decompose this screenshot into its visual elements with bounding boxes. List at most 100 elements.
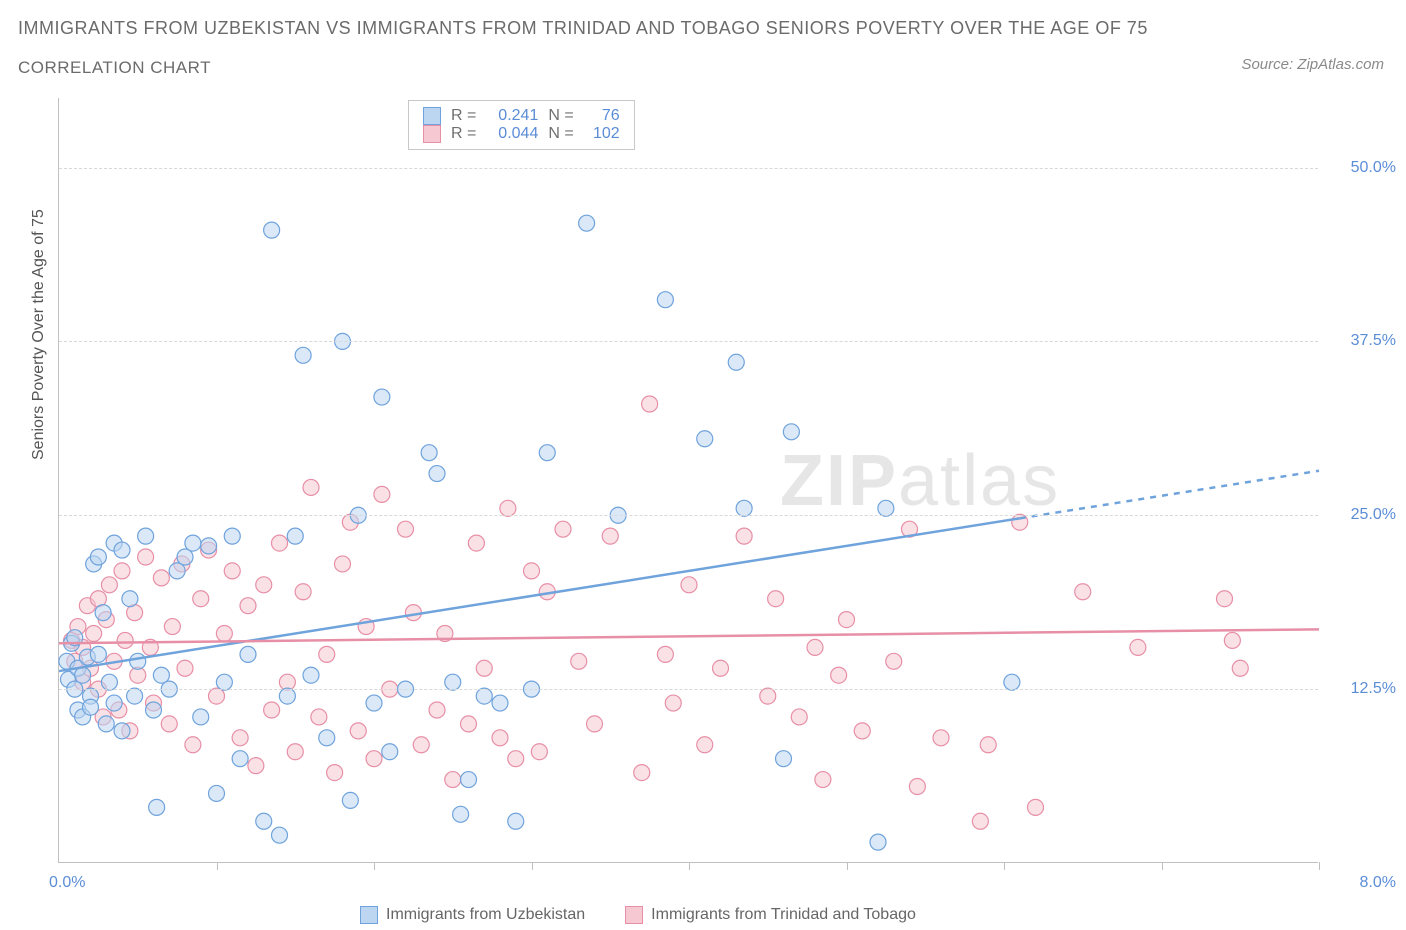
legend-label: Immigrants from Trinidad and Tobago <box>651 906 916 924</box>
trend-line <box>59 629 1319 643</box>
scatter-point <box>130 653 146 669</box>
scatter-point <box>366 751 382 767</box>
scatter-point <box>382 744 398 760</box>
scatter-point <box>287 528 303 544</box>
gridline <box>59 515 1318 516</box>
x-axis-max-label: 8.0% <box>1360 874 1396 892</box>
scatter-point <box>256 577 272 593</box>
scatter-point <box>224 528 240 544</box>
scatter-point <box>1224 632 1240 648</box>
scatter-point <box>429 466 445 482</box>
scatter-point <box>327 765 343 781</box>
scatter-point <box>90 549 106 565</box>
scatter-point <box>232 751 248 767</box>
n-value: 76 <box>584 107 620 125</box>
scatter-point <box>854 723 870 739</box>
scatter-point <box>492 695 508 711</box>
scatter-point <box>342 792 358 808</box>
scatter-point <box>303 667 319 683</box>
gridline <box>59 341 1318 342</box>
scatter-point <box>1075 584 1091 600</box>
chart-title: IMMIGRANTS FROM UZBEKISTAN VS IMMIGRANTS… <box>18 18 1148 39</box>
y-tick-label: 12.5% <box>1351 680 1396 698</box>
x-tick <box>532 862 533 870</box>
scatter-point <box>736 528 752 544</box>
scatter-point <box>83 699 99 715</box>
scatter-point <box>500 500 516 516</box>
x-tick <box>1319 862 1320 870</box>
scatter-point <box>697 737 713 753</box>
scatter-point <box>571 653 587 669</box>
scatter-point <box>972 813 988 829</box>
r-label: R = <box>451 107 476 125</box>
scatter-point <box>240 598 256 614</box>
scatter-point <box>177 549 193 565</box>
scatter-point <box>216 626 232 642</box>
scatter-point <box>657 646 673 662</box>
scatter-point <box>114 542 130 558</box>
stat-row: R =0.241N =76 <box>423 107 620 125</box>
scatter-point <box>807 639 823 655</box>
scatter-point <box>209 688 225 704</box>
x-axis-min-label: 0.0% <box>49 874 85 892</box>
scatter-point <box>665 695 681 711</box>
scatter-point <box>374 486 390 502</box>
scatter-point <box>398 521 414 537</box>
scatter-point <box>287 744 303 760</box>
scatter-point <box>75 667 91 683</box>
y-tick-label: 37.5% <box>1351 332 1396 350</box>
scatter-point <box>311 709 327 725</box>
scatter-point <box>201 538 217 554</box>
scatter-point <box>642 396 658 412</box>
y-tick-label: 50.0% <box>1351 159 1396 177</box>
scatter-point <box>153 667 169 683</box>
scatter-point <box>98 716 114 732</box>
x-tick <box>217 862 218 870</box>
scatter-point <box>232 730 248 746</box>
x-tick <box>689 862 690 870</box>
scatter-point <box>980 737 996 753</box>
scatter-point <box>122 591 138 607</box>
scatter-point <box>374 389 390 405</box>
scatter-point <box>1232 660 1248 676</box>
legend-item: Immigrants from Uzbekistan <box>360 906 585 924</box>
scatter-point <box>161 716 177 732</box>
scatter-point <box>1004 674 1020 690</box>
scatter-point <box>319 730 335 746</box>
scatter-point <box>602 528 618 544</box>
scatter-point <box>783 424 799 440</box>
scatter-point <box>193 709 209 725</box>
scatter-point <box>295 584 311 600</box>
scatter-point <box>453 806 469 822</box>
scatter-point <box>1217 591 1233 607</box>
x-tick <box>847 862 848 870</box>
scatter-point <box>508 751 524 767</box>
scatter-point <box>366 695 382 711</box>
n-value: 102 <box>584 125 620 143</box>
legend-label: Immigrants from Uzbekistan <box>386 906 585 924</box>
scatter-point <box>587 716 603 732</box>
scatter-point <box>831 667 847 683</box>
scatter-point <box>524 563 540 579</box>
r-label: R = <box>451 125 476 143</box>
scatter-point <box>86 626 102 642</box>
scatter-point <box>476 688 492 704</box>
scatter-point <box>476 660 492 676</box>
scatter-point <box>697 431 713 447</box>
scatter-point <box>264 702 280 718</box>
scatter-point <box>272 827 288 843</box>
scatter-point <box>508 813 524 829</box>
scatter-point <box>138 549 154 565</box>
correlation-stat-box: R =0.241N =76R =0.044N =102 <box>408 100 635 150</box>
stat-row: R =0.044N =102 <box>423 125 620 143</box>
scatter-point <box>555 521 571 537</box>
scatter-point <box>713 660 729 676</box>
scatter-point <box>114 563 130 579</box>
scatter-point <box>185 737 201 753</box>
scatter-point <box>791 709 807 725</box>
scatter-point <box>90 646 106 662</box>
scatter-point <box>114 723 130 739</box>
r-value: 0.044 <box>486 125 538 143</box>
scatter-point <box>728 354 744 370</box>
scatter-point <box>149 799 165 815</box>
